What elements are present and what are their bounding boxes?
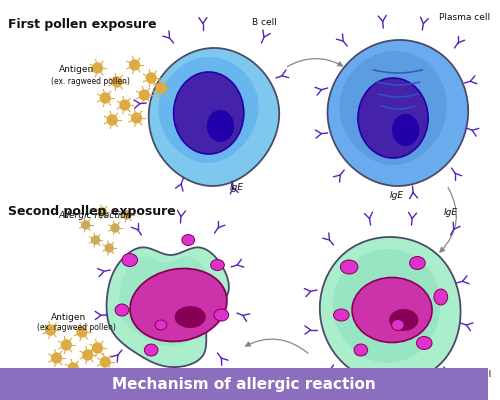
Circle shape bbox=[130, 60, 140, 70]
PathPatch shape bbox=[119, 256, 210, 346]
Circle shape bbox=[92, 343, 102, 353]
Circle shape bbox=[68, 363, 78, 373]
Ellipse shape bbox=[354, 344, 368, 356]
Ellipse shape bbox=[130, 268, 227, 342]
Circle shape bbox=[100, 93, 110, 103]
Circle shape bbox=[46, 325, 56, 335]
Circle shape bbox=[100, 357, 110, 367]
Circle shape bbox=[146, 73, 156, 83]
PathPatch shape bbox=[158, 57, 258, 163]
Circle shape bbox=[62, 340, 71, 350]
Text: IgE: IgE bbox=[230, 183, 244, 192]
Ellipse shape bbox=[174, 306, 206, 328]
Ellipse shape bbox=[410, 256, 425, 270]
Ellipse shape bbox=[214, 309, 228, 321]
Ellipse shape bbox=[174, 72, 244, 154]
Ellipse shape bbox=[144, 344, 158, 356]
Ellipse shape bbox=[358, 78, 428, 158]
Text: Mast cell: Mast cell bbox=[450, 370, 491, 379]
Ellipse shape bbox=[155, 320, 167, 330]
Ellipse shape bbox=[182, 234, 194, 246]
Circle shape bbox=[106, 244, 113, 252]
Circle shape bbox=[92, 63, 102, 73]
Text: (ex. ragweed pollen): (ex. ragweed pollen) bbox=[50, 77, 130, 86]
Circle shape bbox=[98, 208, 106, 216]
Text: Antigen: Antigen bbox=[50, 313, 86, 322]
Circle shape bbox=[123, 211, 130, 219]
PathPatch shape bbox=[148, 48, 279, 186]
Text: Allergic reaction: Allergic reaction bbox=[58, 211, 132, 220]
PathPatch shape bbox=[332, 249, 440, 363]
PathPatch shape bbox=[320, 237, 460, 383]
Text: (ex. ragweed pollen): (ex. ragweed pollen) bbox=[37, 323, 116, 332]
PathPatch shape bbox=[339, 51, 446, 165]
Text: First pollen exposure: First pollen exposure bbox=[8, 18, 156, 31]
PathPatch shape bbox=[328, 40, 468, 186]
Text: IgE: IgE bbox=[444, 208, 458, 217]
Ellipse shape bbox=[434, 289, 448, 305]
Circle shape bbox=[140, 90, 149, 100]
Circle shape bbox=[111, 224, 119, 232]
Circle shape bbox=[112, 77, 122, 87]
Ellipse shape bbox=[207, 110, 234, 142]
Circle shape bbox=[82, 221, 90, 229]
Ellipse shape bbox=[340, 260, 358, 274]
FancyBboxPatch shape bbox=[0, 368, 488, 400]
Ellipse shape bbox=[352, 278, 432, 342]
Ellipse shape bbox=[389, 309, 418, 331]
Circle shape bbox=[92, 236, 100, 244]
Text: Mechanism of allergic reaction: Mechanism of allergic reaction bbox=[112, 376, 376, 392]
Circle shape bbox=[108, 115, 117, 125]
Ellipse shape bbox=[115, 304, 128, 316]
Text: B cell: B cell bbox=[252, 18, 276, 27]
Text: Second pollen exposure: Second pollen exposure bbox=[8, 205, 175, 218]
Circle shape bbox=[83, 350, 92, 360]
Ellipse shape bbox=[334, 309, 349, 321]
Ellipse shape bbox=[122, 254, 138, 266]
Circle shape bbox=[156, 83, 166, 93]
Circle shape bbox=[120, 100, 130, 110]
Ellipse shape bbox=[392, 114, 419, 146]
Text: Antigen: Antigen bbox=[58, 65, 94, 74]
Ellipse shape bbox=[210, 260, 224, 270]
Ellipse shape bbox=[392, 320, 404, 330]
Circle shape bbox=[77, 327, 87, 337]
Text: IgE: IgE bbox=[390, 191, 404, 200]
Circle shape bbox=[132, 113, 141, 123]
Text: Plasma cell: Plasma cell bbox=[439, 13, 490, 22]
Ellipse shape bbox=[416, 336, 432, 350]
PathPatch shape bbox=[106, 247, 229, 367]
Circle shape bbox=[52, 353, 62, 363]
